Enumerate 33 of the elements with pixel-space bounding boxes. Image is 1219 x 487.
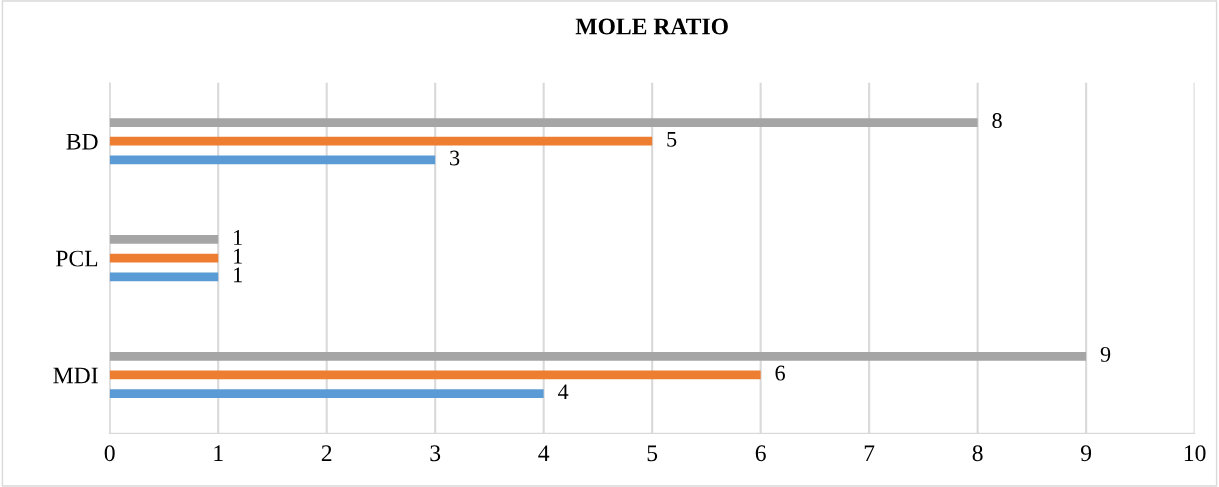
bar bbox=[109, 118, 978, 127]
x-tick-label: 1 bbox=[214, 445, 223, 461]
bar bbox=[109, 272, 219, 282]
bar bbox=[109, 253, 219, 263]
data-label: 5 bbox=[667, 132, 677, 147]
bar bbox=[109, 389, 544, 399]
data-label: 1 bbox=[234, 248, 242, 264]
bar bbox=[109, 136, 653, 146]
y-tick-label: PCL bbox=[55, 250, 98, 267]
x-tick-label: 4 bbox=[538, 445, 550, 461]
y-tick-label: BD bbox=[66, 133, 98, 150]
data-label: 4 bbox=[558, 384, 569, 400]
x-tick-label: 9 bbox=[1080, 445, 1092, 462]
chart-title: MOLE RATIO bbox=[575, 18, 728, 35]
bar bbox=[109, 235, 219, 244]
data-label: 8 bbox=[992, 113, 1002, 129]
data-label: 1 bbox=[234, 267, 242, 283]
bar bbox=[109, 351, 1087, 361]
bar bbox=[109, 370, 761, 380]
data-label: 6 bbox=[775, 365, 785, 381]
x-tick-label: 5 bbox=[647, 445, 658, 462]
x-tick-label: 7 bbox=[864, 445, 875, 461]
x-tick-label: 3 bbox=[430, 445, 441, 462]
x-tick-label: 10 bbox=[1184, 445, 1206, 462]
x-tick-label: 2 bbox=[321, 445, 332, 461]
x-tick-label: 6 bbox=[755, 445, 766, 462]
data-label: 3 bbox=[450, 150, 460, 166]
data-label: 1 bbox=[234, 230, 242, 245]
x-tick-label: 0 bbox=[104, 445, 115, 462]
x-tick-label: 8 bbox=[972, 445, 983, 462]
y-tick-label: MDI bbox=[53, 367, 98, 384]
bar bbox=[109, 155, 436, 165]
data-label: 9 bbox=[1100, 346, 1111, 362]
